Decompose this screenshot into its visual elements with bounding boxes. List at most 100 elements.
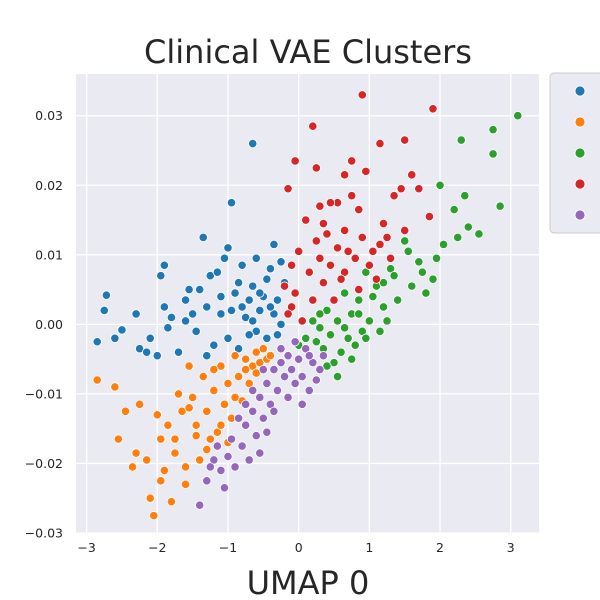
- data-point: [403, 246, 413, 256]
- data-point: [255, 288, 265, 298]
- data-point: [195, 455, 205, 465]
- data-point: [184, 403, 194, 413]
- data-point: [184, 361, 194, 371]
- data-point: [219, 483, 230, 493]
- data-point: [357, 90, 367, 100]
- data-point: [463, 222, 473, 232]
- data-point: [92, 375, 102, 385]
- data-point: [216, 309, 226, 319]
- data-point: [428, 274, 438, 284]
- y-tick-label: 0.01: [35, 247, 63, 262]
- x-axis-label: UMAP 0: [247, 564, 370, 600]
- data-point: [180, 316, 191, 326]
- x-tick-label: −2: [148, 540, 166, 555]
- data-point: [400, 225, 410, 236]
- data-point: [163, 323, 173, 333]
- data-point: [414, 184, 424, 194]
- data-point: [101, 290, 111, 300]
- y-tick-label: 0.03: [35, 108, 63, 123]
- data-point: [113, 434, 124, 444]
- data-point: [325, 330, 336, 340]
- data-point: [241, 354, 251, 364]
- data-point: [166, 497, 177, 507]
- data-point: [209, 364, 219, 375]
- data-point: [223, 243, 233, 253]
- data-point: [145, 493, 155, 503]
- data-point: [340, 225, 350, 236]
- x-tick-label: 3: [507, 540, 515, 555]
- data-point: [431, 253, 442, 263]
- data-point: [216, 291, 226, 302]
- data-point: [248, 385, 258, 396]
- x-tick-label: −3: [77, 540, 95, 555]
- data-point: [297, 371, 307, 382]
- data-point: [329, 295, 339, 305]
- data-point: [276, 257, 286, 267]
- data-point: [191, 431, 201, 441]
- data-point: [92, 337, 102, 347]
- data-point: [248, 316, 258, 326]
- data-point: [202, 302, 212, 312]
- data-point: [241, 399, 251, 409]
- data-point: [294, 246, 304, 256]
- data-point: [156, 271, 166, 281]
- data-point: [244, 295, 254, 305]
- data-point: [276, 358, 286, 368]
- data-point: [361, 333, 371, 343]
- data-point: [237, 441, 247, 451]
- data-point: [166, 312, 177, 323]
- data-point: [230, 392, 240, 402]
- data-point: [269, 239, 279, 249]
- data-point: [453, 232, 463, 243]
- data-point: [283, 392, 293, 402]
- data-point: [276, 319, 286, 329]
- series-1: [92, 344, 275, 521]
- data-point: [99, 305, 109, 316]
- data-point: [110, 333, 120, 343]
- data-point: [375, 138, 385, 149]
- data-point: [460, 191, 470, 201]
- data-point: [407, 281, 417, 291]
- data-point: [354, 309, 364, 319]
- data-point: [159, 260, 169, 270]
- data-point: [226, 198, 237, 208]
- y-tick-label: 0.00: [35, 317, 63, 332]
- data-point: [294, 354, 304, 364]
- data-point: [272, 295, 283, 305]
- data-point: [216, 465, 226, 476]
- data-point: [315, 253, 325, 263]
- data-point: [389, 191, 399, 201]
- data-point: [230, 288, 240, 298]
- data-point: [180, 462, 191, 472]
- data-point: [198, 232, 208, 243]
- data-point: [304, 385, 314, 396]
- plot-background: [76, 74, 539, 533]
- data-point: [226, 305, 237, 316]
- data-point: [117, 325, 127, 335]
- x-tick-labels: −3 −2 −1 0 1 2 3: [77, 540, 514, 555]
- data-point: [361, 166, 371, 176]
- data-point: [407, 170, 417, 180]
- chart-title: Clinical VAE Clusters: [144, 33, 472, 71]
- data-point: [343, 246, 353, 256]
- data-point: [110, 382, 120, 392]
- data-point: [400, 135, 410, 145]
- data-point: [357, 232, 367, 243]
- series-3: [279, 90, 438, 326]
- data-point: [378, 218, 389, 229]
- series-0: [92, 138, 290, 361]
- data-point: [297, 316, 307, 326]
- data-point: [145, 333, 155, 343]
- y-tick-label: −0.02: [25, 456, 63, 471]
- data-point: [170, 448, 180, 458]
- data-point: [332, 316, 343, 326]
- x-tick-label: 1: [365, 540, 373, 555]
- data-point: [212, 267, 222, 277]
- data-point: [262, 333, 272, 343]
- data-point: [286, 364, 297, 375]
- data-point: [382, 316, 392, 326]
- data-point: [195, 284, 205, 295]
- data-point: [248, 138, 258, 149]
- data-point: [255, 392, 265, 402]
- data-point: [265, 302, 275, 312]
